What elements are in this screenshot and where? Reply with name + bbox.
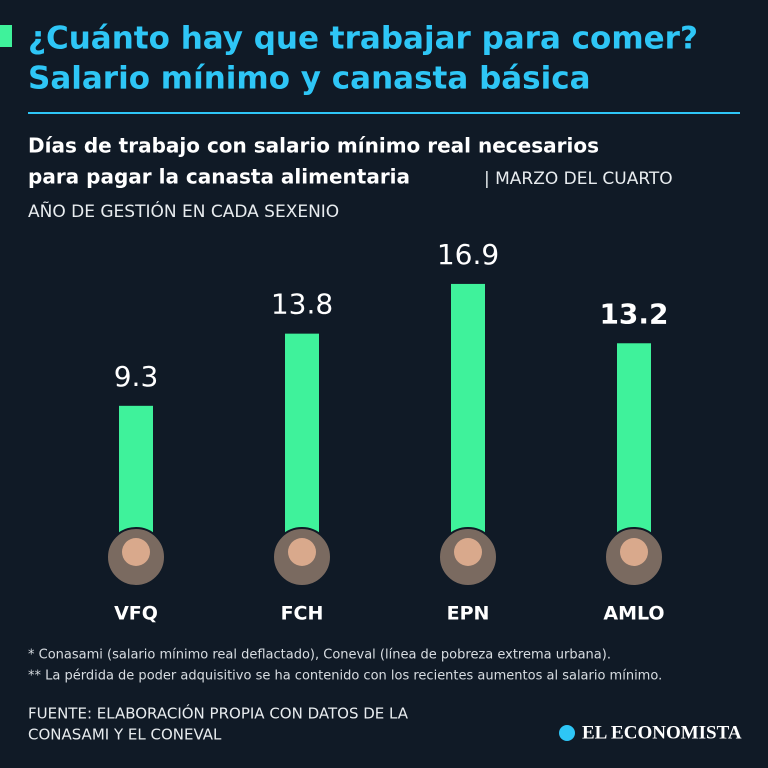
subtitle-note: AÑO DE GESTIÓN EN CADA SEXENIO — [28, 200, 339, 222]
source: FUENTE: ELABORACIÓN PROPIA CON DATOS DE … — [28, 704, 409, 723]
x-tick-label: EPN — [447, 603, 490, 625]
portrait-face — [288, 538, 316, 566]
subtitle-line: Días de trabajo con salario mínimo real … — [28, 134, 599, 158]
value-label: 16.9 — [437, 238, 499, 271]
x-tick-label: AMLO — [603, 603, 664, 625]
logo: EL ECONOMISTA — [582, 722, 742, 743]
footnote: ** La pérdida de poder adquisitivo se ha… — [28, 669, 662, 684]
value-label: 13.8 — [271, 288, 333, 321]
x-tick-label: VFQ — [114, 603, 158, 625]
portrait-face — [122, 538, 150, 566]
value-label: 9.3 — [114, 360, 159, 393]
accent — [0, 25, 12, 47]
plot: 9.3 VFQ 13.8 FCH 16.9 EPN 13.2 AMLO — [106, 238, 669, 625]
portrait-face — [620, 538, 648, 566]
x-tick-label: FCH — [281, 603, 324, 625]
subtitle-line: para pagar la canasta alimentaria — [28, 165, 410, 189]
footnote: * Conasami (salario mínimo real deflacta… — [28, 648, 611, 663]
portrait-face — [454, 538, 482, 566]
title-line: Salario mínimo y canasta básica — [28, 61, 591, 97]
title-line: ¿Cuánto hay que trabajar para comer? — [28, 21, 698, 57]
bar — [617, 343, 651, 555]
source: CONASAMI Y EL CONEVAL — [28, 726, 222, 744]
bar — [451, 283, 485, 555]
bar — [285, 333, 319, 555]
subtitle-note: | MARZO DEL CUARTO — [484, 169, 673, 189]
logo-icon — [559, 725, 575, 741]
value-label: 13.2 — [599, 297, 668, 330]
